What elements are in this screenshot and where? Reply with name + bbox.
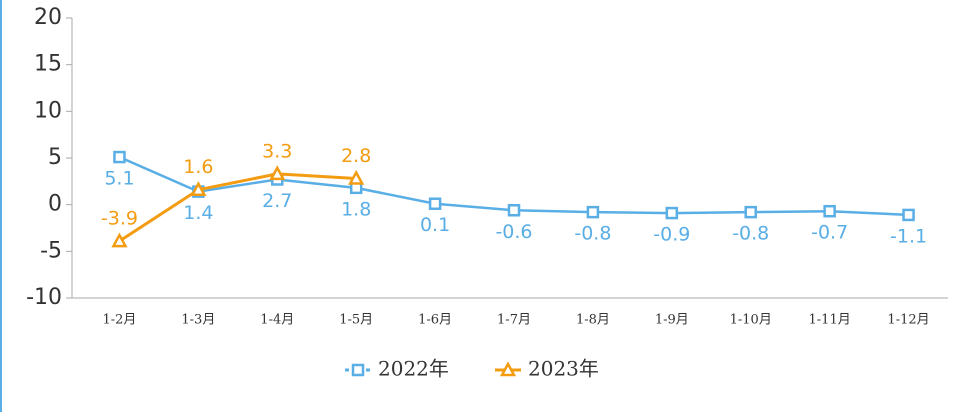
x-tick-label: 1-11月 <box>809 313 851 328</box>
legend-label: 2023年 <box>528 357 599 381</box>
y-tick-label: -10 <box>26 285 62 310</box>
x-tick-label: 1-2月 <box>102 313 136 328</box>
data-label: 0.1 <box>420 214 450 236</box>
marker <box>269 165 286 181</box>
y-tick-label: 15 <box>34 52 62 77</box>
marker <box>507 204 521 217</box>
marker <box>665 206 679 220</box>
data-label: 2.8 <box>341 145 371 167</box>
legend-label: 2022年 <box>378 357 449 381</box>
data-label: -0.8 <box>732 223 769 245</box>
data-label: 5.1 <box>104 168 134 190</box>
x-tick-label: 1-9月 <box>655 313 689 328</box>
data-label: 1.4 <box>183 202 213 224</box>
x-tick-label: 1-5月 <box>339 313 373 328</box>
data-label: -0.9 <box>653 224 690 246</box>
marker <box>902 208 915 222</box>
data-label: -0.7 <box>811 222 848 244</box>
data-label: -3.9 <box>101 208 138 230</box>
marker <box>348 169 365 185</box>
y-tick-label: -5 <box>40 238 62 263</box>
marker <box>744 205 757 219</box>
marker <box>111 232 128 248</box>
x-tick-label: 1-7月 <box>497 313 531 328</box>
data-label: -0.8 <box>574 223 611 245</box>
data-label: 1.6 <box>183 156 213 178</box>
data-label: 2.7 <box>262 190 292 212</box>
data-label: 1.8 <box>341 198 371 220</box>
data-label: 3.3 <box>262 140 292 162</box>
x-tick-label: 1-12月 <box>887 313 929 328</box>
legend-item: 2022年 <box>345 357 449 381</box>
legend-marker <box>499 361 517 377</box>
marker <box>190 181 207 196</box>
y-tick-label: 20 <box>34 5 62 30</box>
series-line <box>118 172 357 243</box>
legend-marker <box>351 363 365 377</box>
x-tick-label: 1-6月 <box>418 313 452 328</box>
x-tick-label: 1-3月 <box>181 313 215 328</box>
marker <box>823 204 836 218</box>
y-tick-label: 0 <box>48 192 62 217</box>
marker <box>428 197 442 210</box>
x-tick-label: 1-4月 <box>260 313 294 328</box>
y-tick-label: 10 <box>34 98 62 123</box>
marker <box>113 150 126 164</box>
x-tick-label: 1-10月 <box>730 313 772 328</box>
y-tick-label: 5 <box>48 145 62 170</box>
x-tick-label: 1-8月 <box>576 313 610 328</box>
legend-item: 2023年 <box>495 357 599 381</box>
marker <box>586 205 600 219</box>
data-label: -0.6 <box>495 221 532 243</box>
data-label: -1.1 <box>890 225 927 247</box>
